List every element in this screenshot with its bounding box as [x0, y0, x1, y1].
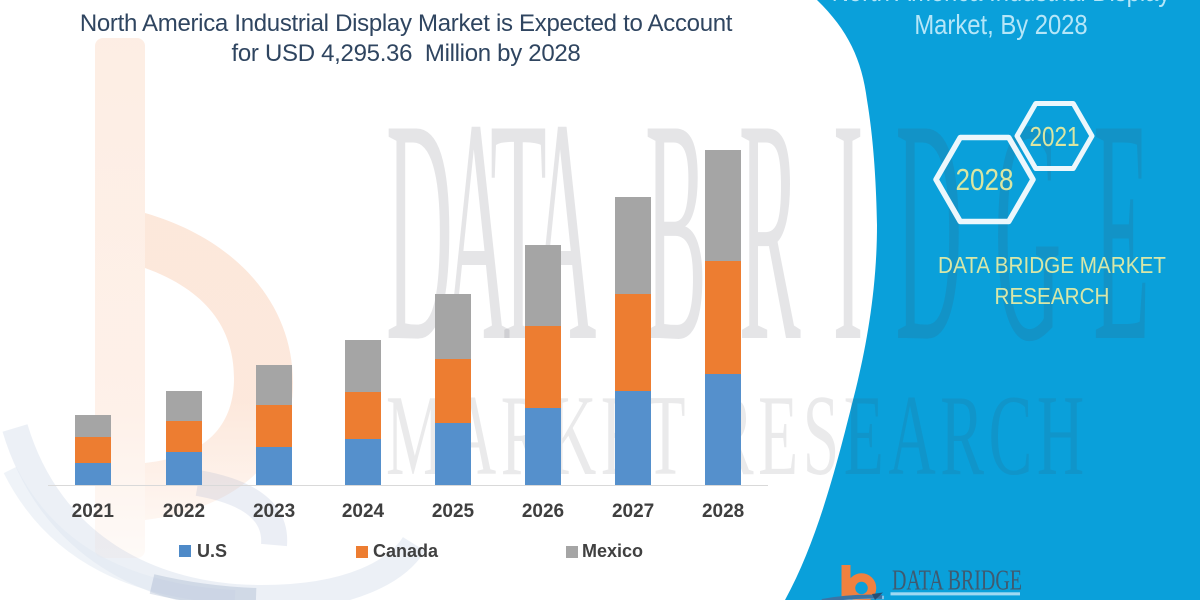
- svg-text:DATA BRIDGE: DATA BRIDGE: [892, 566, 1022, 597]
- svg-text:2028: 2028: [956, 162, 1014, 197]
- svg-text:2021: 2021: [1030, 121, 1080, 152]
